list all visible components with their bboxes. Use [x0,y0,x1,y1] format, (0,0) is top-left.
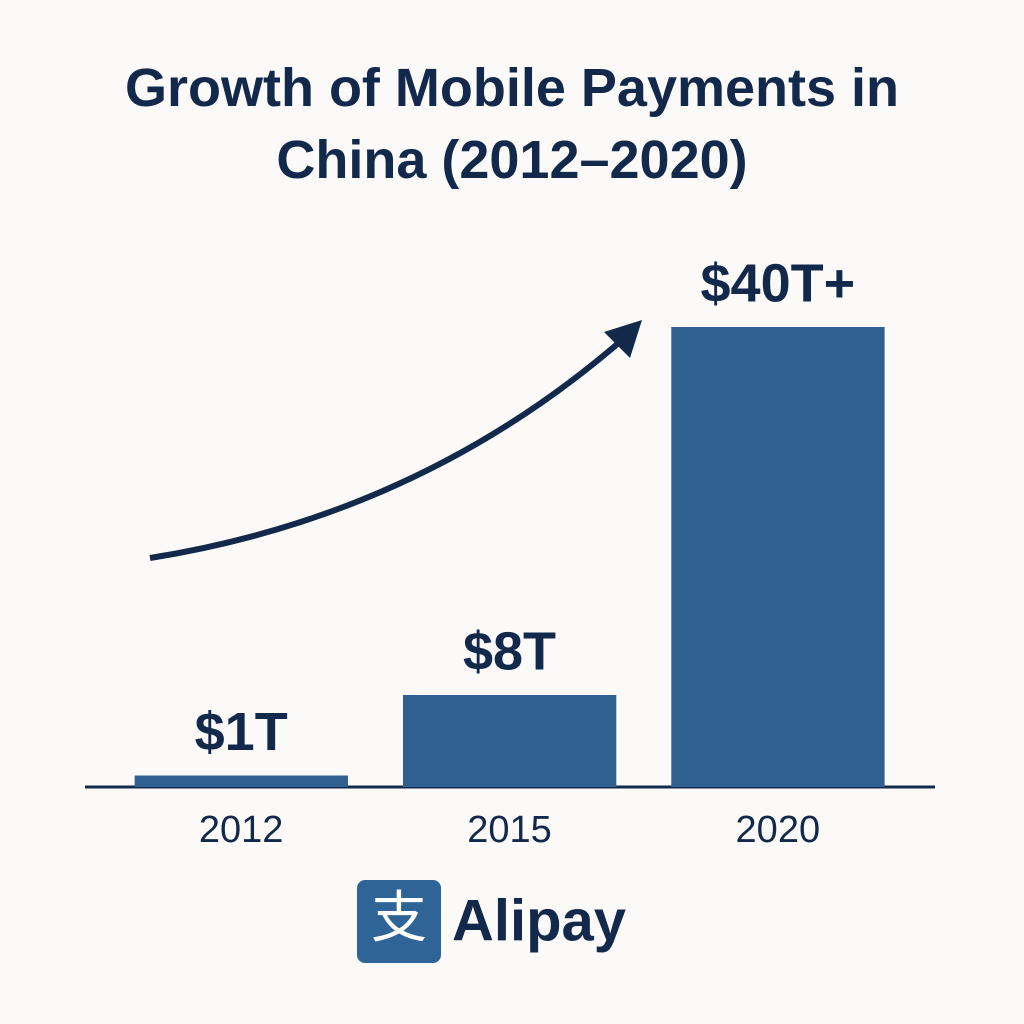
trend-arrow [149,337,624,561]
value-label: $40T+ [701,253,856,313]
x-tick-label: 2015 [467,809,552,851]
bar [671,327,885,787]
logo-icon-text: 支 [371,886,427,951]
bar [134,775,348,787]
value-label: $8T [463,621,556,681]
logo-icon [357,880,441,963]
x-tick-label: 2020 [736,809,821,851]
value-label: $1T [195,702,288,762]
brand-name: Alipay [452,888,626,953]
chart-title: Growth of Mobile Payments in China (2012… [124,58,900,190]
trend-arrowhead [604,320,642,358]
bar [402,695,617,787]
x-tick-label: 2012 [199,809,284,851]
